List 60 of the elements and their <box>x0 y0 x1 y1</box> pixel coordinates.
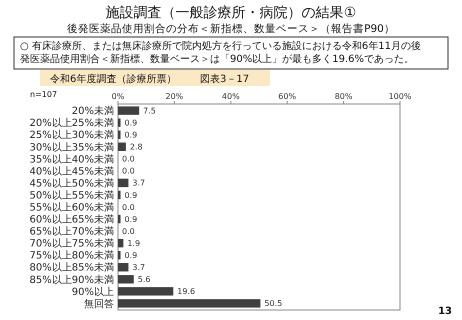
text: 13 <box>438 306 452 317</box>
data-label: 0.9 <box>124 130 138 140</box>
data-label: 0.0 <box>122 202 135 212</box>
chart-subtitle: 後発医薬品使用割合の分布＜新指標、数量ベース＞（報告書P90） <box>67 22 395 35</box>
y-tick-label: 75%以上80%未満 <box>30 250 114 262</box>
y-tick-label: 60%以上65%未満 <box>30 214 114 226</box>
y-tick-label: 20%以上25%未満 <box>30 117 114 130</box>
bar <box>118 106 140 115</box>
data-label: 3.7 <box>132 263 146 272</box>
y-tick-label: 85%以上90%未満 <box>30 274 114 286</box>
y-tick-label: 55%以上60%未満 <box>30 202 114 214</box>
data-label: 5.6 <box>138 275 151 284</box>
data-label: 0.9 <box>124 118 138 128</box>
bar <box>118 214 121 224</box>
x-tick-label: 80% <box>334 92 353 101</box>
y-tick-label: 45%以上50%未満 <box>30 177 114 190</box>
data-label: 2.8 <box>130 142 143 152</box>
data-label: 0.0 <box>122 166 135 176</box>
data-label: 0.9 <box>124 250 138 260</box>
data-label: 0.9 <box>124 190 138 200</box>
y-tick-label: 40%以上45%未満 <box>30 165 114 178</box>
x-tick-label: 100% <box>388 92 412 101</box>
data-label: 7.5 <box>143 106 156 116</box>
bar <box>118 130 121 139</box>
x-tick-label: 20% <box>166 92 184 101</box>
y-tick-label: 80%以上85%未満 <box>30 262 114 274</box>
text: 令和6年度調査（診療所票） <box>50 73 176 85</box>
bar <box>118 263 128 272</box>
text: 図表3－17 <box>200 73 250 85</box>
x-tick-label: 60% <box>278 92 296 101</box>
data-label: 0.9 <box>124 214 138 224</box>
data-label: 1.9 <box>127 238 140 248</box>
bar <box>118 287 174 296</box>
text: n=107 <box>30 90 58 99</box>
y-tick-label: 20%未満 <box>72 105 114 118</box>
y-tick-label: 50%以上55%未満 <box>30 189 114 202</box>
data-label: 0.0 <box>122 226 135 236</box>
bar <box>118 250 121 260</box>
y-tick-label: 30%以上35%未満 <box>30 141 114 154</box>
bar <box>118 238 124 248</box>
y-tick-label: 35%以上40%未満 <box>30 153 114 166</box>
bar <box>118 178 128 188</box>
y-tick-label: 90%以上 <box>72 286 114 298</box>
text: ○ 有床診療所、または無床診療所で院内処方を行っている施設における令和6年11月の後発医薬品使用割合＜新指標、数量ベース＞は「90%以上」が最も多く19.6%であった。 <box>20 40 421 65</box>
bar <box>118 275 134 284</box>
data-label: 19.6 <box>177 287 196 296</box>
y-tick-label: 無回答 <box>84 298 114 310</box>
y-tick-label: 25%以上30%未満 <box>30 129 114 142</box>
x-tick-label: 40% <box>222 92 240 101</box>
y-tick-label: 65%以上70%未満 <box>30 226 114 238</box>
bar <box>118 118 121 127</box>
bar <box>118 190 121 200</box>
chart-title: 施設調査（一般診療所・病院）の結果① <box>106 5 356 21</box>
data-label: 0.0 <box>122 154 135 164</box>
bar <box>118 299 260 308</box>
y-tick-label: 70%以上75%未満 <box>30 238 114 250</box>
data-label: 50.5 <box>264 299 282 308</box>
bar <box>118 142 126 151</box>
x-tick-label: 0% <box>112 92 125 101</box>
data-label: 3.7 <box>132 178 146 188</box>
